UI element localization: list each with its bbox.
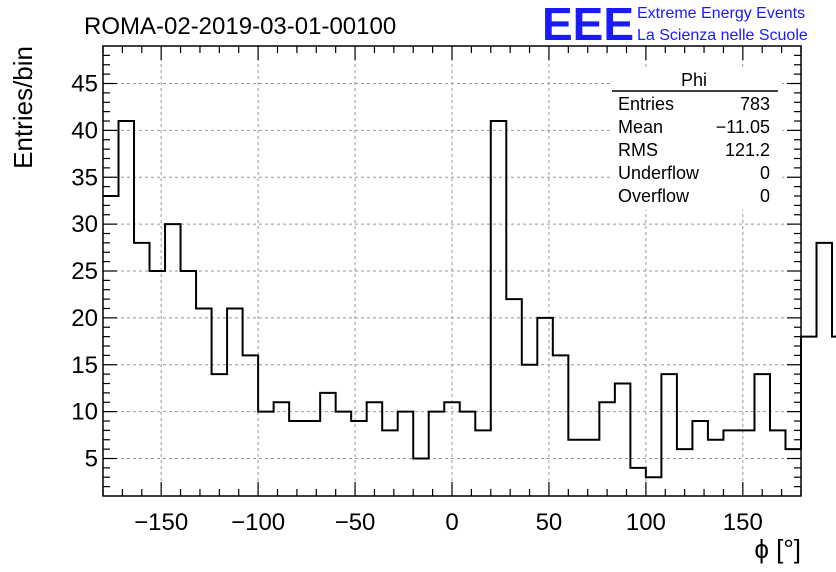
y-tick-labels: 5 10 15 20 25 30 35 40 45 xyxy=(71,71,98,473)
stats-value: −11.05 xyxy=(716,117,770,137)
stats-value: 783 xyxy=(740,94,770,114)
x-tick-label: −50 xyxy=(335,509,376,536)
stats-value: 0 xyxy=(760,163,770,183)
chart-title: ROMA-02-2019-03-01-00100 xyxy=(84,13,396,40)
x-tick-label: 50 xyxy=(536,509,563,536)
stats-label: RMS xyxy=(618,140,658,160)
y-tick-label: 45 xyxy=(71,71,98,98)
y-tick-label: 40 xyxy=(71,117,98,144)
y-tick-label: 25 xyxy=(71,258,98,285)
eee-logo: EEE xyxy=(542,0,634,50)
histogram-outline xyxy=(103,120,836,479)
plot-frame xyxy=(102,45,802,497)
stats-title: Phi xyxy=(681,70,707,90)
y-tick-label: 30 xyxy=(71,211,98,238)
y-tick-label: 5 xyxy=(85,446,98,473)
y-tick-label: 20 xyxy=(71,305,98,332)
logo-subtitle-1: Extreme Energy Events xyxy=(637,5,805,22)
x-tick-label: −100 xyxy=(231,509,285,536)
stats-value: 0 xyxy=(760,186,770,206)
y-tick-label: 10 xyxy=(71,399,98,426)
stats-label: Underflow xyxy=(618,163,700,183)
axis-ticks xyxy=(102,46,802,496)
x-tick-label: 150 xyxy=(723,509,763,536)
y-tick-label: 15 xyxy=(71,352,98,379)
stats-label: Mean xyxy=(618,117,663,137)
logo-subtitle-2: La Scienza nelle Scuole xyxy=(637,27,808,44)
x-tick-label: 0 xyxy=(445,509,458,536)
y-tick-label: 35 xyxy=(71,164,98,191)
x-tick-label: −150 xyxy=(134,509,188,536)
x-tick-labels: −150 −100 −50 0 50 100 150 xyxy=(134,509,763,536)
y-axis-label: Entries/bin xyxy=(8,46,38,169)
stats-label: Entries xyxy=(618,94,674,114)
x-axis-label: ϕ [°] xyxy=(754,534,801,564)
stats-box: Phi Entries 783 Mean −11.05 RMS 121.2 Underflo… xyxy=(612,70,782,210)
stats-label: Overflow xyxy=(618,186,690,206)
x-tick-label: 100 xyxy=(626,509,666,536)
stats-value: 121.2 xyxy=(725,140,770,160)
